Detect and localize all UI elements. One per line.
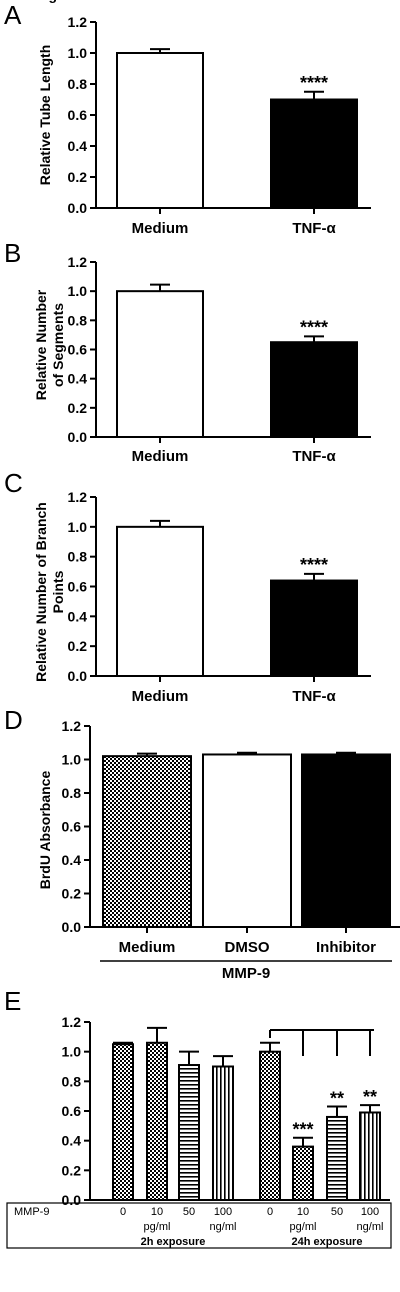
y-tick-label-3-4: 0.8 <box>62 785 82 801</box>
significance-4-1-2: ** <box>330 1089 344 1109</box>
dose-label-0-0: 0 <box>120 1206 126 1218</box>
y-axis-label-3: BrdU Absorbance <box>37 771 53 890</box>
significance-4-1-3: ** <box>363 1087 377 1107</box>
panel-label-3: D <box>4 705 23 735</box>
y-tick-label-2-6: 1.2 <box>68 489 88 505</box>
group-label-3: MMP-9 <box>222 965 270 982</box>
dose-label-0-3: 100 <box>214 1206 232 1218</box>
x-tick-label-0-0: Medium <box>132 220 189 237</box>
dose-label-1-1: 10 <box>297 1206 309 1218</box>
y-tick-label-4-2: 0.4 <box>62 1133 82 1149</box>
y-tick-label-0-4: 0.8 <box>68 76 88 92</box>
x-tick-label-0-1: TNF-α <box>292 220 336 237</box>
y-axis-label-0: Relative Tube Length <box>37 45 53 186</box>
unit-label-0-1: ng/ml <box>210 1221 237 1233</box>
bar-4-0-3 <box>212 1065 234 1201</box>
y-tick-label-4-6: 1.2 <box>62 1014 82 1030</box>
y-tick-label-0-5: 1.0 <box>68 45 88 61</box>
y-tick-label-1-5: 1.0 <box>68 283 88 299</box>
y-axis-label-4: Relative Tube Length <box>0 0 70 3</box>
dose-table-box <box>6 1202 392 1249</box>
bar-3-1 <box>202 753 292 928</box>
y-tick-label-3-5: 1.0 <box>62 752 82 768</box>
y-tick-label-1-3: 0.6 <box>68 342 88 358</box>
y-tick-label-2-5: 1.0 <box>68 519 88 535</box>
y-tick-label-3-0: 0.0 <box>62 919 82 935</box>
dose-label-0-1: 10 <box>151 1206 163 1218</box>
significance-4-1-1: *** <box>292 1120 313 1140</box>
significance-2-1: **** <box>300 555 328 575</box>
exposure-label-0: 2h exposure <box>141 1236 206 1248</box>
panel-label-0: A <box>4 0 22 30</box>
y-tick-label-4-1: 0.2 <box>62 1162 82 1178</box>
x-tick-label-1-1: TNF-α <box>292 448 336 465</box>
bar-4-0-2 <box>178 1064 200 1202</box>
y-tick-label-3-1: 0.2 <box>62 886 82 902</box>
bar-4-1-1 <box>292 1145 314 1201</box>
y-tick-label-2-4: 0.8 <box>68 549 88 565</box>
y-tick-label-4-0: 0.0 <box>62 1192 82 1208</box>
panel-label-4: E <box>4 986 21 1016</box>
y-tick-label-2-2: 0.4 <box>68 608 88 624</box>
exposure-label-1: 24h exposure <box>292 1236 363 1248</box>
unit-label-1-0: pg/ml <box>290 1221 317 1233</box>
panel-label-2: C <box>4 468 23 498</box>
unit-label-1-1: ng/ml <box>357 1221 384 1233</box>
y-tick-label-0-1: 0.2 <box>68 169 88 185</box>
row-label-4: MMP-9 <box>14 1206 49 1218</box>
y-tick-label-2-0: 0.0 <box>68 668 88 684</box>
bar-4-0-1 <box>146 1041 168 1202</box>
y-tick-label-4-5: 1.0 <box>62 1044 82 1060</box>
y-tick-label-1-0: 0.0 <box>68 429 88 445</box>
significance-1-1: **** <box>300 317 328 337</box>
bar-0-1 <box>270 98 358 209</box>
y-tick-label-1-1: 0.2 <box>68 400 88 416</box>
y-tick-label-0-3: 0.6 <box>68 107 88 123</box>
x-tick-label-3-2: Inhibitor <box>316 939 376 956</box>
y-tick-label-3-3: 0.6 <box>62 819 82 835</box>
bar-4-1-3 <box>359 1111 381 1201</box>
bar-1-1 <box>270 341 358 439</box>
panel-label-1: B <box>4 238 21 268</box>
bar-3-2 <box>301 753 391 928</box>
bar-4-0-0 <box>112 1043 134 1201</box>
y-tick-label-0-2: 0.4 <box>68 138 88 154</box>
dose-label-1-3: 100 <box>361 1206 379 1218</box>
y-tick-label-0-6: 1.2 <box>68 14 88 30</box>
significance-0-1: **** <box>300 73 328 93</box>
y-tick-label-4-4: 0.8 <box>62 1073 82 1089</box>
y-tick-label-0-0: 0.0 <box>68 200 88 216</box>
y-tick-label-1-6: 1.2 <box>68 254 88 270</box>
bar-2-1 <box>270 579 358 677</box>
y-tick-label-1-4: 0.8 <box>68 312 88 328</box>
bar-4-1-0 <box>259 1050 281 1201</box>
bar-3-0 <box>102 755 192 929</box>
bar-2-0 <box>116 525 204 677</box>
x-tick-label-3-0: Medium <box>119 939 176 956</box>
x-tick-label-1-0: Medium <box>132 448 189 465</box>
bar-1-0 <box>116 290 204 438</box>
dose-label-0-2: 50 <box>183 1206 195 1218</box>
y-tick-label-2-3: 0.6 <box>68 579 88 595</box>
x-tick-label-2-1: TNF-α <box>292 688 336 705</box>
bar-4-1-2 <box>326 1115 348 1202</box>
y-axis-label-2: Relative Number of BranchPoints <box>33 502 66 682</box>
y-tick-label-2-1: 0.2 <box>68 638 88 654</box>
bar-0-0 <box>116 52 204 209</box>
unit-label-0-0: pg/ml <box>144 1221 171 1233</box>
x-tick-label-3-1: DMSO <box>225 939 270 956</box>
dose-label-1-2: 50 <box>331 1206 343 1218</box>
y-tick-label-1-2: 0.4 <box>68 371 88 387</box>
x-tick-label-2-0: Medium <box>132 688 189 705</box>
y-tick-label-4-3: 0.6 <box>62 1103 82 1119</box>
dose-label-1-0: 0 <box>267 1206 273 1218</box>
y-axis-label-1: Relative Numberof Segments <box>33 289 66 400</box>
y-tick-label-3-6: 1.2 <box>62 718 82 734</box>
y-tick-label-3-2: 0.4 <box>62 852 82 868</box>
